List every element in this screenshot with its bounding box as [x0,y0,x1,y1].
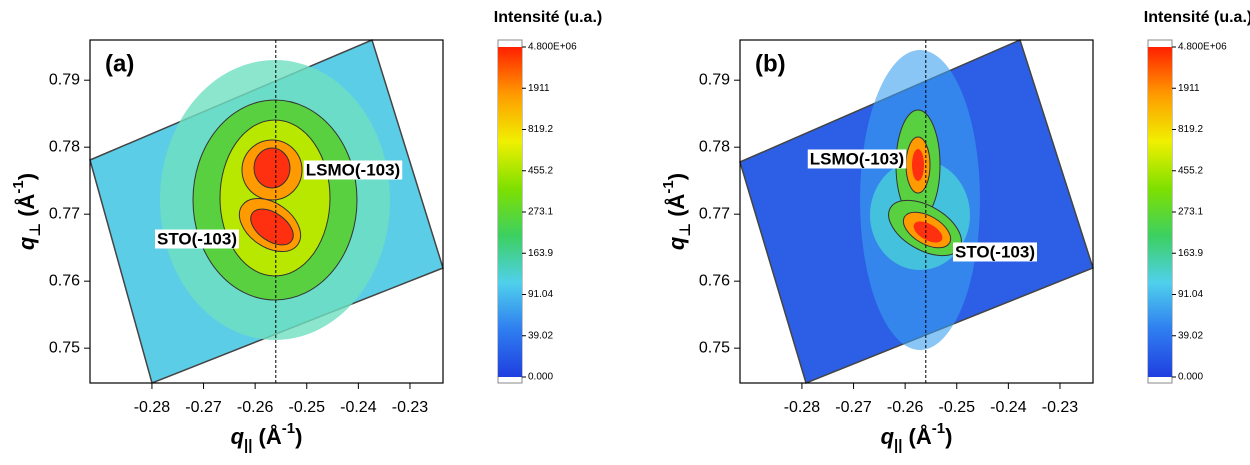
map-layer [739,38,1094,385]
y-axis-title-part: ⊥ [677,223,694,237]
colorbar-tick-label: 1911 [1178,83,1200,94]
colorbar-tick-label: 163.9 [1178,248,1203,259]
x-tick-label: -0.24 [990,399,1027,416]
x-axis-title-part: -1 [282,420,295,437]
annotation-box [807,149,907,169]
x-axis-title: q|| (Å-1) [881,420,953,454]
colorbar-tick-label: 819.2 [1178,124,1203,135]
annotation: LSMO(-103) [810,149,904,168]
y-axis-title-part: ⊥ [27,223,44,237]
colorbar-tick-label: 4.800E+06 [1178,42,1227,53]
x-axis-title-part: || [244,437,252,454]
colorbar-tick-label: 1911 [528,83,550,94]
x-tick-label: -0.28 [134,399,171,416]
x-axis-title-part: (Å [902,423,931,449]
y-axis-title-part: (Å [13,193,39,222]
x-axis-title-part: || [894,437,902,454]
annotation: STO(-103) [955,242,1035,261]
colorbar-tick-label: 273.1 [1178,207,1203,218]
y-axis-title-part: -1 [660,180,677,193]
y-axis-title-part: (Å [663,193,689,222]
y-tick-label: 0.78 [49,138,80,155]
x-axis-title: q|| (Å-1) [231,420,303,454]
annotation-box [953,242,1037,262]
x-axis-title-part: (Å [252,423,281,449]
x-tick-label: -0.27 [185,399,222,416]
y-axis-title-part: ) [664,173,689,180]
annotation: LSMO(-103) [306,160,400,179]
annotation-box [155,229,239,249]
y-tick-label: 0.77 [699,205,730,222]
intensity-zone [250,208,294,246]
colorbar [1148,47,1172,377]
intensity-zone [253,147,291,189]
annotation-box [303,160,403,180]
y-axis-title-part: -1 [10,180,27,193]
y-axis-title: q⊥ (Å-1) [660,173,694,250]
plot-frame [89,39,444,384]
x-axis-title-part: -1 [932,420,945,437]
colorbar-tick-label: 91.04 [528,289,553,300]
x-tick-label: -0.23 [392,399,429,416]
panel-label: (a) [105,50,134,77]
y-axis-title-part: q [14,236,39,250]
colorbar-tick-label: 455.2 [528,165,553,176]
x-tick-label: -0.26 [237,399,274,416]
y-tick-label: 0.76 [699,272,730,289]
colorbar-tick-label: 163.9 [528,248,553,259]
colorbar-title: Intensité (u.a.) [1144,9,1250,26]
colorbar-tick-label: 0.000 [528,372,553,383]
x-axis-title-part: ) [295,424,302,449]
colorbar-tick-label: 4.800E+06 [528,42,577,53]
y-axis-title: q⊥ (Å-1) [10,173,44,250]
x-tick-label: -0.26 [887,399,924,416]
colorbar-tick-label: 39.02 [1178,330,1203,341]
colorbar [498,47,522,377]
colorbar-tick-label: 91.04 [1178,289,1203,300]
y-tick-label: 0.79 [699,71,730,88]
colorbar-tick-label: 455.2 [1178,165,1203,176]
panel-label: (b) [755,50,786,77]
plot-frame [739,39,1094,384]
y-tick-label: 0.77 [49,205,80,222]
colorbar-tick-label: 819.2 [528,124,553,135]
x-tick-label: -0.28 [784,399,821,416]
x-tick-label: -0.27 [835,399,872,416]
x-axis-title-part: ) [945,424,952,449]
x-axis-title-part: q [881,424,895,449]
y-tick-label: 0.75 [699,339,730,356]
colorbar-tick-label: 39.02 [528,330,553,341]
x-axis-title-part: q [231,424,245,449]
y-tick-label: 0.79 [49,71,80,88]
x-tick-label: -0.24 [340,399,377,416]
intensity-zone [912,149,924,181]
y-axis-title-part: ) [14,173,39,180]
y-tick-label: 0.76 [49,272,80,289]
x-tick-label: -0.25 [939,399,976,416]
x-tick-label: -0.23 [1042,399,1079,416]
annotation: STO(-103) [157,229,237,248]
y-tick-label: 0.78 [699,138,730,155]
x-tick-label: -0.25 [289,399,326,416]
y-axis-title-part: q [664,236,689,250]
map-layer [89,38,444,385]
intensity-zone [913,221,943,243]
colorbar-tick-label: 0.000 [1178,372,1203,383]
colorbar-title: Intensité (u.a.) [494,9,602,26]
colorbar-tick-label: 273.1 [528,207,553,218]
y-tick-label: 0.75 [49,339,80,356]
